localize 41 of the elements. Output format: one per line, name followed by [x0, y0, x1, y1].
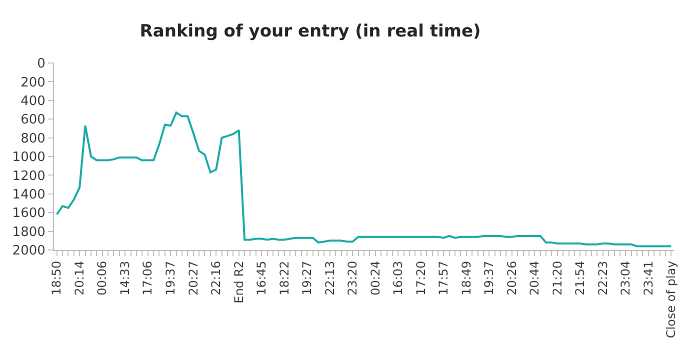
x-tick-label: 20:26: [504, 260, 519, 296]
y-tick-label: 800: [20, 131, 46, 146]
y-tick-label: 400: [20, 94, 46, 109]
x-tick-label: End R2: [232, 260, 246, 304]
x-tick-label: 23:41: [641, 260, 656, 296]
x-tick-label: 21:20: [550, 260, 564, 296]
x-tick-label: 23:20: [346, 260, 360, 296]
x-tick-label: 22:23: [596, 260, 610, 296]
x-tick-label: 23:04: [618, 260, 633, 296]
x-tick-label: 18:22: [277, 260, 292, 296]
x-tick-label: Close of play: [664, 260, 678, 338]
x-tick-label: 21:54: [573, 260, 588, 296]
x-tick-label: 18:49: [459, 260, 474, 296]
y-tick-label: 1600: [12, 206, 46, 222]
y-tick-label: 1000: [12, 150, 46, 166]
y-tick-label: 2000: [12, 244, 46, 259]
x-tick-label: 19:37: [482, 260, 496, 296]
x-tick-label: 17:06: [140, 260, 155, 296]
y-tick-label: 0: [37, 56, 46, 72]
y-tick-label: 1200: [12, 168, 46, 184]
x-tick-label: 17:57: [436, 260, 451, 296]
x-tick-label: 22:16: [209, 260, 224, 296]
y-tick-label: 200: [20, 75, 46, 90]
line-series: [56, 112, 672, 248]
x-tick-label: 20:27: [186, 260, 200, 296]
chart-title: Ranking of your entry (in real time): [140, 21, 481, 42]
x-tick-label: 00:24: [368, 260, 382, 296]
x-tick-label: 18:50: [50, 260, 64, 296]
y-tick-label: 1800: [12, 224, 46, 240]
x-tick-label: 20:14: [72, 260, 86, 296]
x-tick-label: 16:03: [391, 260, 406, 296]
y-tick-label: 1400: [12, 187, 46, 202]
x-tick-label: 17:20: [414, 260, 428, 296]
x-tick-label: 16:45: [254, 260, 269, 296]
x-tick-label: 00:06: [95, 260, 110, 296]
y-tick-label: 600: [20, 112, 46, 128]
x-tick-label: 19:27: [300, 260, 314, 296]
x-tick-label: 20:44: [528, 260, 542, 296]
x-tick-label: 22:13: [322, 260, 337, 296]
x-tick-label: 14:33: [118, 260, 132, 296]
x-tick-label: 19:37: [164, 260, 178, 296]
